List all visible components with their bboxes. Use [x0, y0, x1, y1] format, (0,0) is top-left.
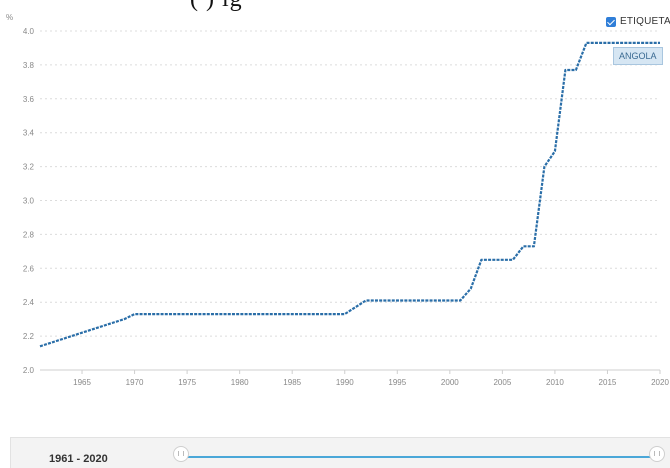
grid-lines [40, 30, 660, 371]
y-tick-label: 2.0 [23, 366, 35, 375]
x-tick-label: 1980 [231, 378, 249, 387]
x-tick-label: 1990 [336, 378, 354, 387]
x-tick-label: 1995 [388, 378, 406, 387]
series-layer [39, 41, 660, 348]
y-tick-label: 2.8 [23, 230, 35, 239]
x-tick-label: 2015 [599, 378, 617, 387]
series-tag-angola[interactable]: ANGOLA [613, 47, 663, 65]
y-tick-label: 2.2 [23, 332, 35, 341]
range-end-handle[interactable] [649, 446, 665, 462]
x-tick-label: 1985 [283, 378, 301, 387]
range-panel: 1961 - 2020 [10, 437, 670, 468]
x-tick-label: 2000 [441, 378, 459, 387]
y-tick-label: 4.0 [23, 27, 35, 36]
y-tick-label: 3.6 [23, 95, 35, 104]
y-tick-label: 3.0 [23, 197, 35, 206]
x-tick-label: 2005 [493, 378, 511, 387]
y-axis-label: % [6, 13, 13, 22]
y-tick-label: 2.6 [23, 264, 35, 273]
y-tick-label: 3.4 [23, 129, 35, 138]
range-slider-track[interactable] [183, 456, 650, 458]
series-line-angola [39, 41, 660, 348]
y-tick-label: 3.2 [23, 163, 35, 172]
line-chart: 2.02.22.42.62.83.03.23.43.63.84.0% 1965 1… [6, 13, 669, 387]
range-start-handle[interactable] [173, 446, 189, 462]
cropped-caption: ( ) ig [0, 0, 670, 14]
x-axis: 1965 1970 1975 1980 1985 1990 1995 2000 2005 2010… [40, 369, 669, 387]
x-tick-label: 1975 [178, 378, 196, 387]
x-tick-label: 1965 [73, 378, 91, 387]
legend-checkbox[interactable] [606, 17, 616, 27]
cropped-caption-text: ( ) ig [190, 0, 243, 13]
x-tick-label: 2010 [546, 378, 564, 387]
x-tick-label: 1970 [126, 378, 144, 387]
y-tick-label: 3.8 [23, 61, 35, 70]
y-tick-label: 2.4 [23, 298, 35, 307]
y-axis: 2.0 2.2 2.4 2.6 2.8 3.0 3.2 3.4 3.6 3.8 4.0% [6, 13, 35, 375]
x-tick-label: 2020 [651, 378, 669, 387]
range-label: 1961 - 2020 [49, 453, 108, 465]
legend-label[interactable]: ETIQUETA [620, 16, 670, 27]
